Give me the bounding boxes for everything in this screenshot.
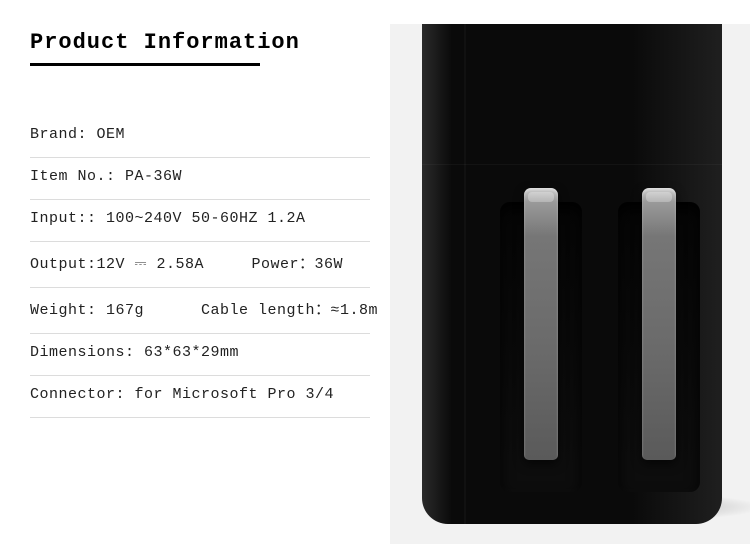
adapter-seam-vertical <box>464 24 466 524</box>
product-image-area <box>390 24 750 544</box>
spec-output-power: Output:12V ⎓ 2.58A Power：36W <box>30 242 370 288</box>
spec-brand: Brand: OEM <box>30 116 370 158</box>
adapter-body <box>422 24 722 524</box>
plug-prong-right <box>642 188 676 460</box>
section-title: Product Information <box>30 30 370 55</box>
adapter-illustration <box>422 24 722 524</box>
adapter-seam-horizontal <box>422 164 722 165</box>
spec-item-no: Item No.: PA-36W <box>30 158 370 200</box>
spec-weight-cable: Weight: 167g Cable length：≈1.8m <box>30 288 370 334</box>
spec-connector: Connector: for Microsoft Pro 3/4 <box>30 376 370 418</box>
plug-prong-left <box>524 188 558 460</box>
spec-panel: Product Information Brand: OEM Item No.:… <box>0 0 390 553</box>
spec-input: Input:: 100~240V 50-60HZ 1.2A <box>30 200 370 242</box>
spec-dimensions: Dimensions: 63*63*29mm <box>30 334 370 376</box>
title-underline <box>30 63 260 66</box>
